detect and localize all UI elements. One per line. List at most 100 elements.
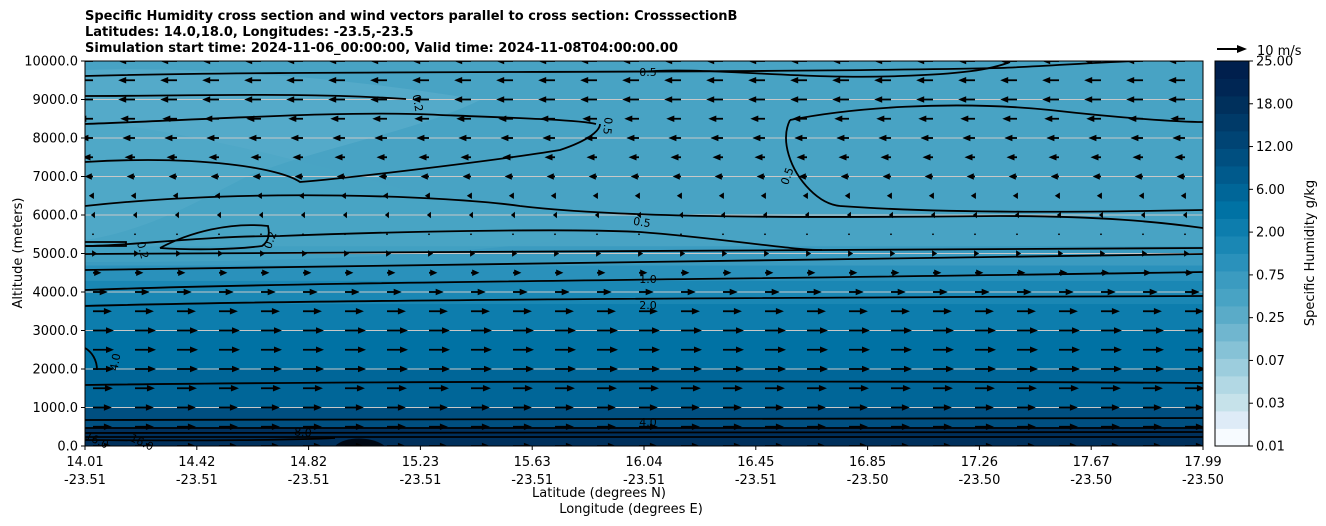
wind-vector (807, 269, 816, 276)
wind-vector (596, 250, 602, 257)
wind-vector-head (862, 327, 870, 334)
wind-vector (932, 250, 938, 257)
wind-vector (303, 423, 322, 430)
wind-vector-head (183, 288, 192, 296)
wind-vector-head (424, 192, 430, 199)
wind-vector (1092, 173, 1101, 180)
wind-vector (214, 192, 220, 199)
wind-vector-head (710, 134, 719, 142)
wind-vector-head (1018, 269, 1026, 276)
wind-vector (794, 134, 807, 142)
wind-vector-head (523, 404, 532, 411)
wind-vector (1050, 173, 1059, 180)
wind-vector (1046, 134, 1059, 142)
wind-vector (1096, 192, 1102, 199)
wind-vector-head (300, 211, 305, 219)
wind-vector-head (1182, 211, 1187, 219)
wind-vector (630, 173, 639, 180)
colorbar: 0.01 0.03 0.07 0.25 0.75 2.00 6.00 12.00 18.00 25… (1214, 55, 1293, 455)
wind-vector (1000, 96, 1017, 103)
wind-vector-head (340, 192, 346, 199)
wind-vector-head (376, 154, 385, 161)
wind-vector-head (817, 404, 826, 411)
wind-vector-head (355, 404, 364, 411)
wind-vector-head (592, 192, 598, 199)
wind-vector-head (336, 173, 344, 180)
wind-vector (513, 365, 534, 373)
y-tick-label: 2000.0 (33, 363, 79, 378)
wind-vector-head (736, 365, 744, 373)
wind-vector-head (1138, 192, 1144, 199)
wind-vector-head (1044, 115, 1053, 122)
wind-vector (219, 385, 239, 392)
wind-vector-head (416, 134, 425, 142)
wind-vector-head (500, 134, 509, 142)
contour-line-7 (85, 295, 1203, 307)
wind-vector-head (1191, 288, 1200, 296)
wind-vector (454, 61, 471, 65)
wind-vector (1143, 423, 1162, 430)
wind-vector-head (594, 211, 599, 219)
wind-vector (1017, 365, 1038, 373)
wind-vector (765, 385, 785, 392)
wind-vector-head (484, 365, 492, 373)
wind-vector (508, 192, 514, 199)
wind-vector-head (526, 346, 534, 353)
wind-vector (202, 77, 219, 84)
wind-vector-head (439, 423, 448, 430)
wind-reference-arrowhead (1237, 45, 1247, 53)
wind-vector-head (309, 288, 318, 296)
wind-vector (164, 134, 177, 142)
wind-vector-head (514, 269, 522, 276)
colorbar-segment (1215, 393, 1249, 412)
wind-vector (160, 77, 177, 84)
wind-vector (345, 288, 360, 296)
wind-vector-head (519, 288, 528, 296)
wind-vector (723, 385, 743, 392)
wind-vector-head (588, 173, 596, 180)
wind-vector-head (754, 154, 763, 161)
wind-vector (218, 250, 224, 257)
wind-vector-head (943, 404, 952, 411)
wind-vector (303, 327, 324, 334)
wind-vector-head (148, 346, 156, 353)
wind-vector-head (874, 96, 883, 103)
wind-vector-head (1102, 269, 1110, 276)
wind-vector-head (190, 365, 198, 373)
wind-vector (471, 404, 490, 411)
wind-vector (849, 385, 869, 392)
wind-vector (261, 423, 280, 430)
wind-vector-head (1070, 385, 1079, 392)
wind-vector-head (498, 115, 507, 122)
wind-vector (807, 423, 826, 430)
wind-vector-head (580, 77, 589, 84)
wind-vector-head (1168, 77, 1177, 84)
wind-vector-head (1030, 346, 1038, 353)
wind-vector (1185, 308, 1203, 315)
wind-vector-head (1114, 327, 1122, 334)
wind-vector (132, 211, 137, 219)
wind-vector (261, 327, 282, 334)
wind-vector (370, 61, 387, 65)
wind-vector (639, 365, 660, 373)
wind-vector-head (806, 250, 812, 257)
wind-vector-head (122, 134, 131, 142)
wind-vector-head (442, 327, 450, 334)
wind-vector (1017, 442, 1036, 446)
wind-vector (891, 269, 900, 276)
wind-vector-head (882, 173, 890, 180)
colorbar-tick-label: 0.25 (1256, 311, 1285, 326)
wind-vector-head (252, 173, 260, 180)
wind-vector (370, 96, 387, 103)
wind-vector (160, 61, 177, 65)
wind-vector-head (145, 404, 154, 411)
wind-vector (135, 269, 144, 276)
wind-vector-head (472, 269, 480, 276)
wind-vector-head (118, 96, 127, 103)
wind-vector (849, 346, 870, 353)
wind-vector (414, 115, 429, 122)
wind-vector (118, 96, 135, 103)
wind-vector (202, 61, 219, 65)
wind-vector (1185, 269, 1194, 276)
wind-vector (792, 115, 807, 122)
